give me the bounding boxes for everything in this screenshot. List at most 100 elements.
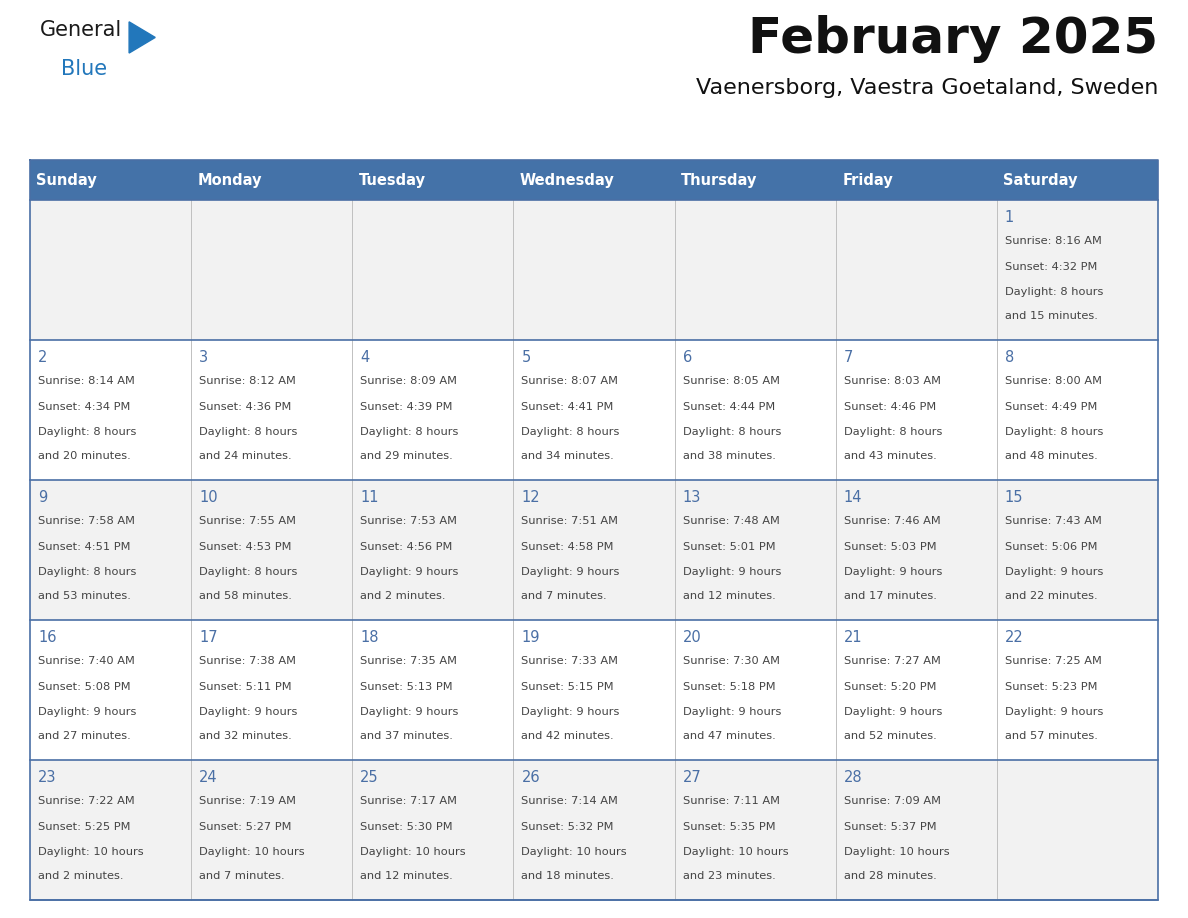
Text: Daylight: 8 hours: Daylight: 8 hours [1005,427,1104,437]
Text: Sunset: 5:03 PM: Sunset: 5:03 PM [843,542,936,552]
Text: Sunset: 4:46 PM: Sunset: 4:46 PM [843,401,936,411]
Text: 22: 22 [1005,630,1024,644]
Text: Tuesday: Tuesday [359,173,425,187]
Text: Daylight: 10 hours: Daylight: 10 hours [522,846,627,856]
Text: Friday: Friday [842,173,893,187]
Text: and 15 minutes.: and 15 minutes. [1005,310,1098,320]
Text: and 7 minutes.: and 7 minutes. [200,870,285,880]
Text: Sunrise: 8:00 AM: Sunrise: 8:00 AM [1005,376,1102,386]
Text: Sunset: 4:44 PM: Sunset: 4:44 PM [683,401,775,411]
Text: Sunrise: 7:30 AM: Sunrise: 7:30 AM [683,656,779,666]
Text: Daylight: 9 hours: Daylight: 9 hours [683,566,781,577]
Text: and 17 minutes.: and 17 minutes. [843,590,936,600]
Text: Sunrise: 8:07 AM: Sunrise: 8:07 AM [522,376,619,386]
Text: 2: 2 [38,350,48,364]
Text: Daylight: 9 hours: Daylight: 9 hours [360,566,459,577]
Text: Sunset: 5:08 PM: Sunset: 5:08 PM [38,681,131,691]
Text: Daylight: 9 hours: Daylight: 9 hours [200,707,297,717]
Text: 6: 6 [683,350,691,364]
Polygon shape [129,22,156,53]
Text: Sunrise: 7:55 AM: Sunrise: 7:55 AM [200,517,296,526]
Text: Daylight: 9 hours: Daylight: 9 hours [1005,566,1104,577]
Text: Sunset: 5:30 PM: Sunset: 5:30 PM [360,822,453,832]
Text: and 57 minutes.: and 57 minutes. [1005,731,1098,741]
Text: Sunrise: 8:12 AM: Sunrise: 8:12 AM [200,376,296,386]
Bar [30,620,1158,760]
Text: and 22 minutes.: and 22 minutes. [1005,590,1098,600]
Text: Sunset: 4:41 PM: Sunset: 4:41 PM [522,401,614,411]
Text: Thursday: Thursday [681,173,758,187]
Text: and 58 minutes.: and 58 minutes. [200,590,292,600]
Text: 11: 11 [360,490,379,505]
Bar [30,200,1158,340]
Text: Sunset: 5:15 PM: Sunset: 5:15 PM [522,681,614,691]
Text: 20: 20 [683,630,701,644]
Text: Sunrise: 7:40 AM: Sunrise: 7:40 AM [38,656,135,666]
Text: Daylight: 10 hours: Daylight: 10 hours [683,846,789,856]
Text: and 7 minutes.: and 7 minutes. [522,590,607,600]
Text: and 53 minutes.: and 53 minutes. [38,590,131,600]
Text: and 2 minutes.: and 2 minutes. [38,870,124,880]
Text: Daylight: 10 hours: Daylight: 10 hours [843,846,949,856]
Text: Daylight: 8 hours: Daylight: 8 hours [38,427,137,437]
Text: 21: 21 [843,630,862,644]
Text: 19: 19 [522,630,541,644]
Text: and 34 minutes.: and 34 minutes. [522,451,614,461]
Text: 12: 12 [522,490,541,505]
Text: Sunset: 4:58 PM: Sunset: 4:58 PM [522,542,614,552]
Text: and 37 minutes.: and 37 minutes. [360,731,453,741]
Text: 7: 7 [843,350,853,364]
Text: and 2 minutes.: and 2 minutes. [360,590,446,600]
Text: 23: 23 [38,770,57,785]
Text: Sunset: 5:01 PM: Sunset: 5:01 PM [683,542,776,552]
Text: Sunday: Sunday [37,173,97,187]
Text: Sunset: 5:37 PM: Sunset: 5:37 PM [843,822,936,832]
Text: and 28 minutes.: and 28 minutes. [843,870,936,880]
Text: and 43 minutes.: and 43 minutes. [843,451,936,461]
Text: 14: 14 [843,490,862,505]
Text: Sunrise: 8:14 AM: Sunrise: 8:14 AM [38,376,135,386]
Text: Sunrise: 7:38 AM: Sunrise: 7:38 AM [200,656,296,666]
Text: 3: 3 [200,350,208,364]
Text: 4: 4 [360,350,369,364]
Text: 27: 27 [683,770,701,785]
Text: Daylight: 9 hours: Daylight: 9 hours [38,707,137,717]
Text: Sunset: 5:06 PM: Sunset: 5:06 PM [1005,542,1098,552]
Text: 24: 24 [200,770,217,785]
Text: Sunset: 5:23 PM: Sunset: 5:23 PM [1005,681,1098,691]
Text: and 42 minutes.: and 42 minutes. [522,731,614,741]
Text: Sunset: 5:27 PM: Sunset: 5:27 PM [200,822,292,832]
Text: Sunset: 5:25 PM: Sunset: 5:25 PM [38,822,131,832]
Text: Sunrise: 8:09 AM: Sunrise: 8:09 AM [360,376,457,386]
Text: Daylight: 8 hours: Daylight: 8 hours [38,566,137,577]
Text: and 24 minutes.: and 24 minutes. [200,451,292,461]
Text: 8: 8 [1005,350,1015,364]
Text: Sunset: 5:18 PM: Sunset: 5:18 PM [683,681,776,691]
Text: Daylight: 9 hours: Daylight: 9 hours [522,707,620,717]
Text: and 27 minutes.: and 27 minutes. [38,731,131,741]
Text: Vaenersborg, Vaestra Goetaland, Sweden: Vaenersborg, Vaestra Goetaland, Sweden [696,78,1158,98]
Text: Monday: Monday [197,173,263,187]
Text: 25: 25 [360,770,379,785]
Text: Sunrise: 7:27 AM: Sunrise: 7:27 AM [843,656,941,666]
Text: and 23 minutes.: and 23 minutes. [683,870,776,880]
Text: 10: 10 [200,490,217,505]
Text: Sunset: 5:20 PM: Sunset: 5:20 PM [843,681,936,691]
Text: 9: 9 [38,490,48,505]
Text: Daylight: 9 hours: Daylight: 9 hours [522,566,620,577]
Bar [30,160,1158,200]
Text: and 12 minutes.: and 12 minutes. [683,590,776,600]
Text: Sunrise: 7:58 AM: Sunrise: 7:58 AM [38,517,135,526]
Text: Daylight: 8 hours: Daylight: 8 hours [360,427,459,437]
Text: and 52 minutes.: and 52 minutes. [843,731,936,741]
Text: 15: 15 [1005,490,1023,505]
Text: Sunset: 4:56 PM: Sunset: 4:56 PM [360,542,453,552]
Text: Daylight: 9 hours: Daylight: 9 hours [843,707,942,717]
Text: Sunrise: 7:46 AM: Sunrise: 7:46 AM [843,517,941,526]
Text: Sunrise: 8:16 AM: Sunrise: 8:16 AM [1005,237,1101,246]
Text: Sunrise: 7:53 AM: Sunrise: 7:53 AM [360,517,457,526]
Text: February 2025: February 2025 [748,15,1158,63]
Text: Sunrise: 7:19 AM: Sunrise: 7:19 AM [200,797,296,806]
Text: Sunset: 4:32 PM: Sunset: 4:32 PM [1005,262,1098,272]
Text: Sunrise: 7:43 AM: Sunrise: 7:43 AM [1005,517,1101,526]
